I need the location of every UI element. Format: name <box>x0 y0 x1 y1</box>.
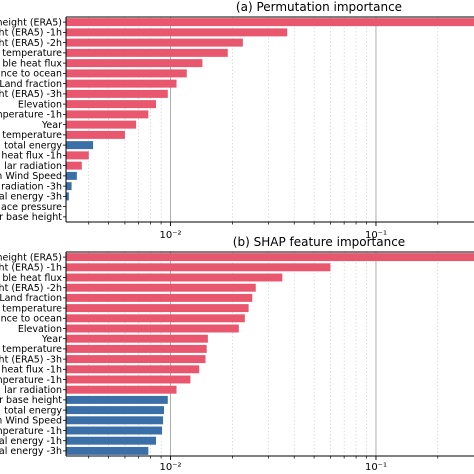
bar <box>66 365 200 374</box>
category-label: temperature -1h <box>0 110 62 121</box>
category-label: ace pressure <box>1 202 62 213</box>
category-label: ht (ERA5) -1h <box>0 263 62 274</box>
bar <box>66 79 177 88</box>
bar <box>66 28 288 37</box>
bar <box>66 293 253 302</box>
bar <box>66 161 82 170</box>
category-label: Elevation <box>18 99 62 110</box>
bar <box>66 171 77 180</box>
bar <box>66 69 187 78</box>
category-label: Year <box>41 334 62 345</box>
bar <box>66 304 249 313</box>
bar <box>66 141 94 150</box>
bar <box>66 182 72 191</box>
panel-shap-feature-importance: (b) SHAP feature importance height (ERA5… <box>0 235 474 473</box>
category-label: height (ERA5) <box>0 17 62 28</box>
bar <box>66 192 69 201</box>
bar <box>66 130 125 139</box>
bar <box>66 110 149 119</box>
category-label: temperature -1h <box>0 426 62 437</box>
category-label: Land fraction <box>0 293 62 304</box>
category-label: ht (ERA5) -2h <box>0 38 62 49</box>
bar <box>66 253 474 262</box>
category-label: al energy -3h <box>0 446 62 457</box>
category-label: ht (ERA5) -3h <box>0 354 62 365</box>
bar <box>66 334 208 343</box>
x-tick-label: 10⁻¹ <box>365 462 387 473</box>
category-label: n Wind Speed <box>0 416 62 427</box>
bar <box>66 395 168 404</box>
bar <box>66 416 164 425</box>
bar <box>66 263 331 272</box>
bar <box>66 426 163 435</box>
category-label: al energy -1h <box>0 436 62 447</box>
category-label: temperature <box>2 48 62 59</box>
category-label: temperature <box>2 130 62 141</box>
category-label: radiation -3h <box>1 181 62 192</box>
category-label: temperature <box>2 303 62 314</box>
category-label: Year <box>41 120 62 131</box>
bar <box>66 314 245 323</box>
category-label: ht (ERA5) -3h <box>0 89 62 100</box>
chart-title: (b) SHAP feature importance <box>233 235 405 249</box>
bar <box>66 436 157 445</box>
bar <box>66 385 177 394</box>
category-label: n Wind Speed <box>0 171 62 182</box>
bar <box>66 38 243 47</box>
category-label: heat flux -1h <box>1 365 62 376</box>
bar <box>66 89 168 98</box>
bar <box>66 120 137 129</box>
bar <box>66 344 207 353</box>
bar <box>66 59 203 68</box>
category-label: ance to ocean <box>0 69 62 80</box>
x-tick-label: 10⁻¹ <box>365 230 387 241</box>
category-label: al energy -3h <box>0 192 62 203</box>
panel-permutation-importance: (a) Permutation importance height (ERA5)… <box>0 0 474 241</box>
bar <box>66 151 89 160</box>
category-label: ht (ERA5) -1h <box>0 28 62 39</box>
x-tick-label: 10⁻² <box>159 462 181 473</box>
bar <box>66 375 191 384</box>
category-label: r base height <box>0 395 62 406</box>
category-label: ble heat flux <box>2 58 62 69</box>
category-label: Land fraction <box>0 79 62 90</box>
category-label: temperature -1h <box>0 375 62 386</box>
category-label: temperature <box>2 344 62 355</box>
category-label: ble heat flux <box>2 273 62 284</box>
category-label: ht (ERA5) -2h <box>0 283 62 294</box>
category-label: ance to ocean <box>0 314 62 325</box>
bar <box>66 18 474 27</box>
category-label: total energy <box>4 405 62 416</box>
category-label: lar radiation <box>4 385 62 396</box>
bar <box>66 100 157 109</box>
chart-title: (a) Permutation importance <box>236 0 402 14</box>
bar <box>66 48 228 57</box>
category-label: total energy <box>4 140 62 151</box>
bar <box>66 446 149 455</box>
category-label: lar radiation <box>4 161 62 172</box>
bar <box>66 324 239 333</box>
x-tick-label: 10⁻² <box>159 230 181 241</box>
bar <box>66 406 165 415</box>
category-label: heat flux -1h <box>1 151 62 162</box>
bar <box>66 355 206 364</box>
category-label: height (ERA5) <box>0 252 62 263</box>
bar <box>66 283 256 292</box>
bar <box>66 273 283 282</box>
category-label: Elevation <box>18 324 62 335</box>
category-label: r base height <box>0 212 62 223</box>
